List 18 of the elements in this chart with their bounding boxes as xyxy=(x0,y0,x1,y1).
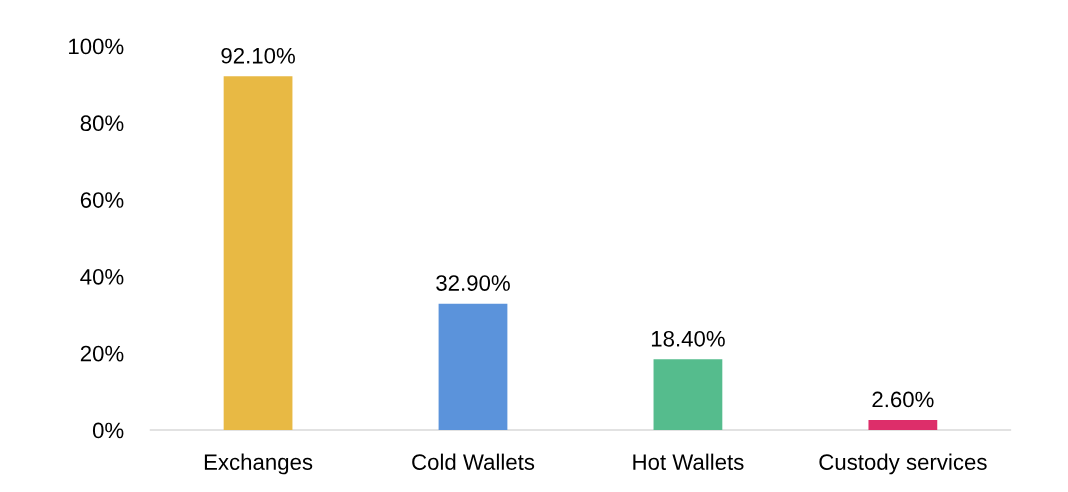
y-tick-label: 60% xyxy=(80,192,124,208)
bar xyxy=(223,76,293,431)
bar xyxy=(868,420,938,431)
x-tick-label: Hot Wallets xyxy=(633,453,744,470)
y-tick-label: 100% xyxy=(69,38,124,55)
bar xyxy=(653,359,723,431)
data-label: 92.10% xyxy=(221,47,295,64)
data-label: 18.40% xyxy=(651,330,725,347)
bar xyxy=(438,303,508,431)
x-tick-label: Cold Wallets xyxy=(412,453,535,470)
data-label: 2.60% xyxy=(872,391,934,408)
y-tick-label: 80% xyxy=(80,115,124,132)
x-tick-label: Custody services xyxy=(819,453,987,475)
y-tick-label: 0% xyxy=(92,422,124,439)
data-label: 32.90% xyxy=(436,275,510,291)
x-tick-label: Exchanges xyxy=(204,453,313,475)
y-tick-label: 20% xyxy=(80,345,124,362)
y-tick-label: 40% xyxy=(80,268,124,285)
